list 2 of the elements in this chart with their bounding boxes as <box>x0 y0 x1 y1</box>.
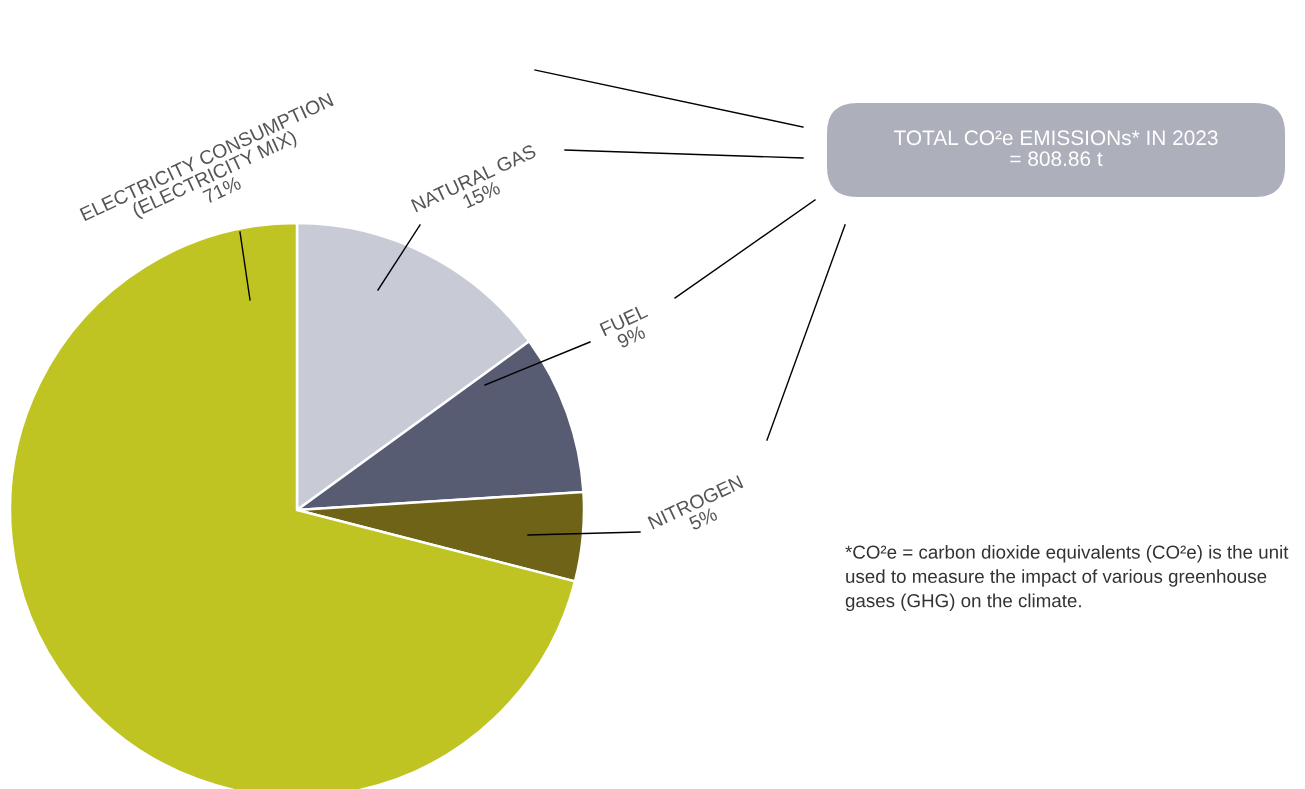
text: TOTAL CO²e EMISSIONs* IN 2023 = 808.86 t <box>894 130 1218 167</box>
text: *CO²e = carbon dioxide equivalents (CO²e) is the unit used to measure the impact of various greenhouse gases (GHG) on the climate. <box>845 545 1289 612</box>
